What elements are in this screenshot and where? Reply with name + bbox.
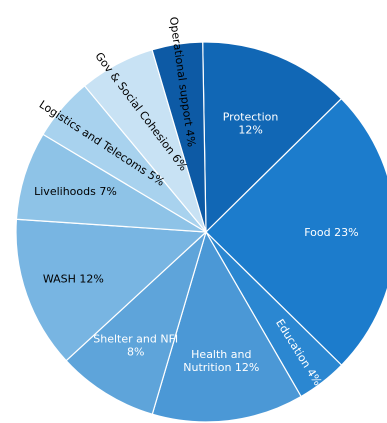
- pie-slice-label-line: Nutrition 12%: [183, 361, 259, 374]
- pie-slice-label-line: Livelihoods 7%: [34, 185, 117, 198]
- pie-slice-label: WASH 12%: [43, 273, 104, 286]
- pie-slice-label-line: Shelter and NFI: [93, 332, 178, 345]
- pie-slice-label-line: 12%: [238, 123, 262, 136]
- pie-slice-label: Food 23%: [304, 226, 358, 239]
- pie-slice: [205, 97, 387, 366]
- pie-slice-label-line: Health and: [191, 348, 251, 361]
- pie-slice-label: Shelter and NFI 8%: [93, 332, 178, 358]
- pie-slice: [202, 41, 343, 234]
- pie-slice: [151, 41, 207, 233]
- pie-slice: [65, 230, 208, 415]
- pie-slice-label: Health and Nutrition 12%: [183, 348, 259, 374]
- pie-slices: [15, 41, 387, 423]
- pie-slice: [151, 230, 302, 423]
- pie-slice-label: Livelihoods 7%: [34, 185, 117, 198]
- pie-slice-label-line: WASH 12%: [43, 273, 104, 286]
- pie-slice-label: Protection 12%: [223, 110, 279, 136]
- pie-slice: [15, 218, 208, 362]
- pie-slice-label-line: Food 23%: [304, 226, 358, 239]
- pie-slice-label-line: Protection: [223, 110, 279, 123]
- pie-slice-label-line: 8%: [127, 345, 144, 358]
